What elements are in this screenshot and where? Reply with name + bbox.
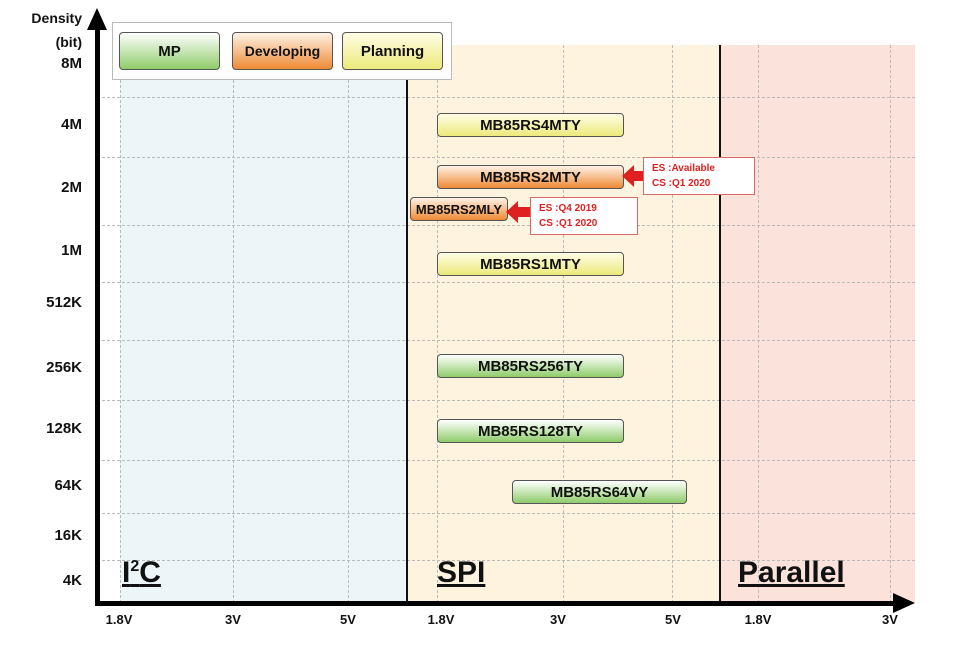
gridline [437, 45, 438, 603]
callout-cs: CS :Q1 2020 [539, 218, 598, 229]
callout-cs: CS :Q1 2020 [652, 178, 711, 189]
legend-developing: Developing [232, 32, 333, 70]
red-arrow-icon [622, 165, 634, 187]
y-tick: 1M [61, 242, 82, 259]
y-tick: 4K [62, 572, 82, 589]
x-tick: 5V [340, 612, 356, 627]
y-tick: 2M [61, 179, 82, 196]
y-axis-arrow-icon [87, 8, 107, 30]
y-axis-title: Density [31, 10, 82, 26]
gridline [97, 460, 915, 461]
product-bar: MB85RS64VY [512, 480, 687, 504]
product-bar: MB85RS4MTY [437, 113, 624, 137]
red-arrow-icon [633, 171, 645, 181]
callout-es: ES :Q4 2019 [539, 203, 597, 214]
gridline [97, 560, 915, 561]
y-tick: 512K [46, 294, 82, 311]
legend-mp: MP [119, 32, 220, 70]
product-bar: MB85RS128TY [437, 419, 624, 443]
gridline [890, 45, 891, 603]
product-bar: MB85RS2MLY [410, 197, 508, 221]
parallel-region [720, 45, 915, 603]
region-divider [406, 45, 408, 603]
spi-label: SPI [437, 556, 486, 589]
x-axis [95, 601, 895, 606]
y-tick: 128K [46, 420, 82, 437]
x-tick: 5V [665, 612, 681, 627]
gridline [348, 45, 349, 603]
x-tick: 1.8V [744, 612, 772, 627]
gridline [97, 513, 915, 514]
gridline [97, 157, 915, 158]
x-axis-arrow-icon [893, 593, 915, 613]
gridline [97, 225, 915, 226]
gridline [97, 282, 915, 283]
region-divider [719, 45, 721, 603]
callout-2mly: ES :Q4 2019 CS :Q1 2020 [530, 197, 638, 235]
gridline [672, 45, 673, 603]
x-tick: 1.8V [105, 612, 133, 627]
product-bar: MB85RS1MTY [437, 252, 624, 276]
x-tick: 1.8V [427, 612, 455, 627]
x-tick: 3V [225, 612, 241, 627]
gridline [97, 97, 915, 98]
gridline [97, 340, 915, 341]
y-tick: 256K [46, 359, 82, 376]
i2c-label: I2C [122, 556, 161, 589]
gridline [97, 400, 915, 401]
x-tick: 3V [882, 612, 898, 627]
legend-planning: Planning [342, 32, 443, 70]
y-tick: 16K [54, 527, 82, 544]
y-tick: 4M [61, 116, 82, 133]
product-bar: MB85RS256TY [437, 354, 624, 378]
gridline [120, 45, 121, 603]
gridline [233, 45, 234, 603]
i2c-region [120, 45, 407, 603]
red-arrow-icon [506, 201, 518, 223]
y-axis [95, 25, 100, 605]
product-bar: MB85RS2MTY [437, 165, 624, 189]
parallel-label: Parallel [738, 556, 845, 589]
gridline [563, 45, 564, 603]
x-tick: 3V [550, 612, 566, 627]
y-tick: 8M [61, 55, 82, 72]
y-axis-unit: (bit) [55, 34, 82, 50]
gridline [758, 45, 759, 603]
red-arrow-icon [517, 207, 531, 217]
callout-es: ES :Available [652, 163, 715, 174]
y-tick: 64K [54, 477, 82, 494]
callout-2mty: ES :Available CS :Q1 2020 [643, 157, 755, 195]
